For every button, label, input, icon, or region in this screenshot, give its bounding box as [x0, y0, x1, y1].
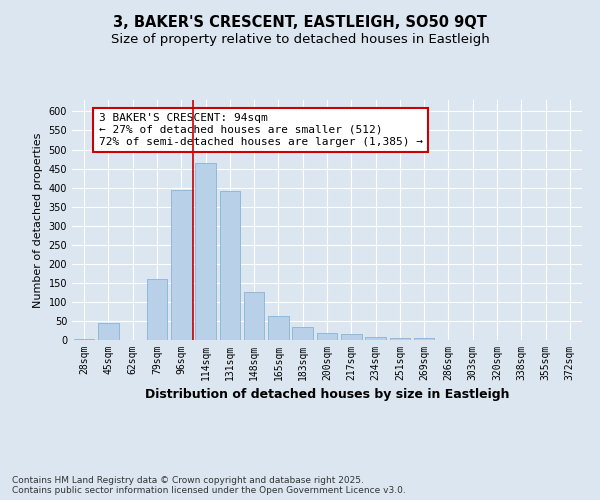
Text: 3, BAKER'S CRESCENT, EASTLEIGH, SO50 9QT: 3, BAKER'S CRESCENT, EASTLEIGH, SO50 9QT: [113, 15, 487, 30]
Text: Contains HM Land Registry data © Crown copyright and database right 2025.
Contai: Contains HM Land Registry data © Crown c…: [12, 476, 406, 495]
Bar: [74, 339, 94, 340]
Bar: [414, 338, 434, 340]
Bar: [195, 163, 216, 340]
Bar: [171, 190, 191, 340]
Bar: [389, 338, 410, 340]
Bar: [244, 292, 265, 340]
Text: 3 BAKER'S CRESCENT: 94sqm
← 27% of detached houses are smaller (512)
72% of semi: 3 BAKER'S CRESCENT: 94sqm ← 27% of detac…: [99, 114, 423, 146]
Bar: [365, 337, 386, 340]
Bar: [317, 333, 337, 340]
Bar: [341, 334, 362, 340]
Y-axis label: Number of detached properties: Number of detached properties: [33, 132, 43, 308]
Text: Size of property relative to detached houses in Eastleigh: Size of property relative to detached ho…: [110, 32, 490, 46]
Bar: [98, 323, 119, 340]
X-axis label: Distribution of detached houses by size in Eastleigh: Distribution of detached houses by size …: [145, 388, 509, 402]
Bar: [220, 192, 240, 340]
Bar: [146, 279, 167, 340]
Bar: [268, 316, 289, 340]
Bar: [292, 326, 313, 340]
